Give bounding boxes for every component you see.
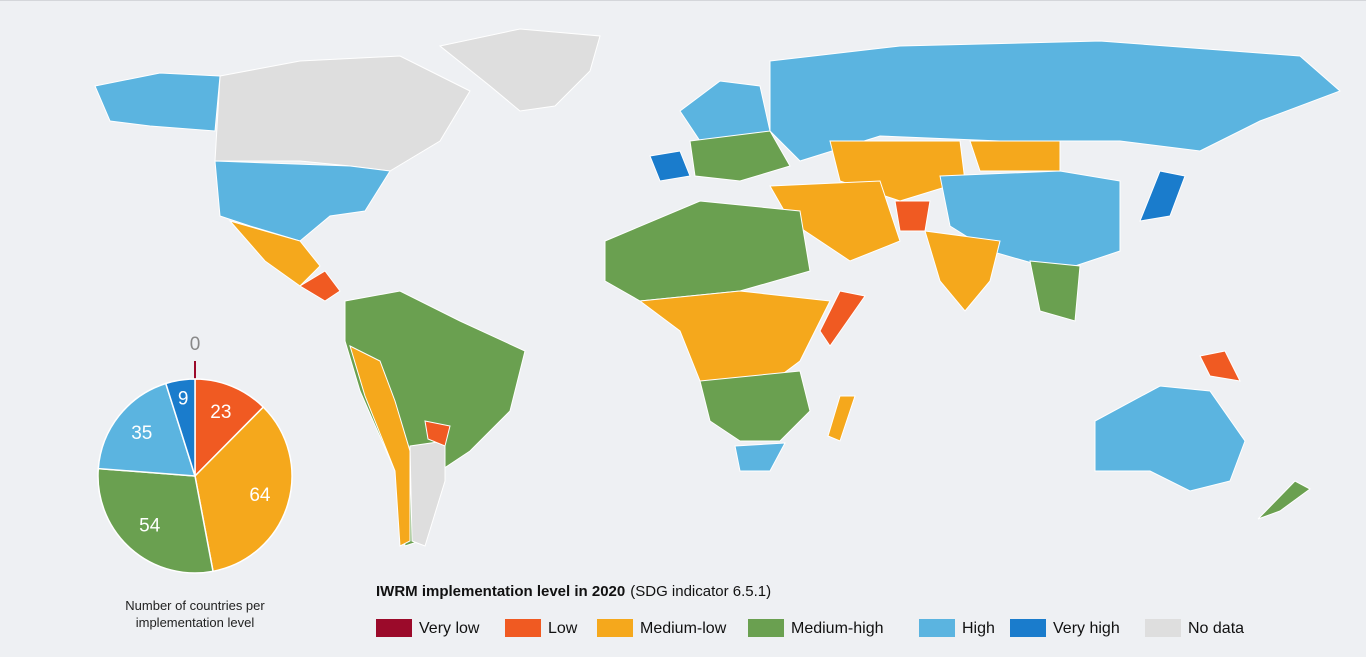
paraguay — [424, 420, 451, 447]
pie-value-label: 23 — [210, 402, 231, 423]
south-africa-region — [699, 370, 811, 442]
southeast-asia — [1029, 260, 1081, 322]
afghanistan — [894, 200, 931, 232]
legend: Very low Low Medium-low Medium-high High Very… — [376, 619, 1244, 637]
pie-slice — [194, 378, 265, 478]
pie-value-label: 9 — [178, 388, 189, 409]
pie-caption: Number of countries per implementation l… — [125, 598, 265, 630]
legend-label: High — [962, 620, 995, 637]
europe-east — [689, 130, 791, 182]
france — [649, 150, 691, 182]
legend-label: Low — [548, 620, 578, 637]
india — [924, 230, 1001, 312]
central-america — [299, 270, 341, 302]
world-map — [94, 28, 1341, 547]
papua-new-guinea — [1199, 350, 1241, 382]
south-africa — [734, 442, 786, 472]
legend-label: Very high — [1053, 620, 1120, 637]
pie-slice — [164, 378, 196, 477]
pie-chart: 0 23 64 54 35 9 — [97, 334, 293, 574]
subtitle: (SDG indicator 6.5.1) — [630, 583, 771, 600]
legend-swatch — [748, 619, 784, 637]
pie-slice — [194, 406, 293, 573]
legend-label: Medium-high — [791, 620, 883, 637]
title: IWRM implementation level in 2020 — [376, 583, 625, 600]
usa — [214, 160, 391, 242]
legend-swatch — [1145, 619, 1181, 637]
legend-swatch — [919, 619, 955, 637]
australia — [1094, 385, 1246, 492]
madagascar — [827, 395, 856, 442]
legend-label: Very low — [419, 620, 480, 637]
greenland — [438, 28, 601, 112]
pie-value-label: 35 — [131, 423, 152, 444]
pie-value-label: 64 — [249, 485, 271, 506]
legend-label: No data — [1188, 620, 1244, 637]
legend-swatch — [597, 619, 633, 637]
argentina — [409, 440, 446, 547]
new-zealand — [1257, 480, 1311, 520]
mexico — [228, 220, 321, 287]
mongolia — [969, 140, 1061, 172]
legend-label: Medium-low — [640, 620, 727, 637]
legend-swatch — [505, 619, 541, 637]
legend-title: IWRM implementation level in 2020 (SDG in… — [376, 583, 771, 600]
legend-swatch — [1010, 619, 1046, 637]
japan — [1139, 170, 1186, 222]
pie-value-label: 0 — [190, 334, 201, 355]
north-africa — [604, 200, 811, 302]
legend-swatch — [376, 619, 412, 637]
pie-slice — [97, 382, 197, 477]
somalia — [819, 290, 866, 347]
pie-value-label: 54 — [139, 516, 161, 537]
alaska — [94, 72, 221, 132]
pie-slice — [97, 467, 214, 574]
peru-chile — [349, 345, 411, 547]
russia — [769, 40, 1341, 162]
canada — [214, 55, 471, 172]
